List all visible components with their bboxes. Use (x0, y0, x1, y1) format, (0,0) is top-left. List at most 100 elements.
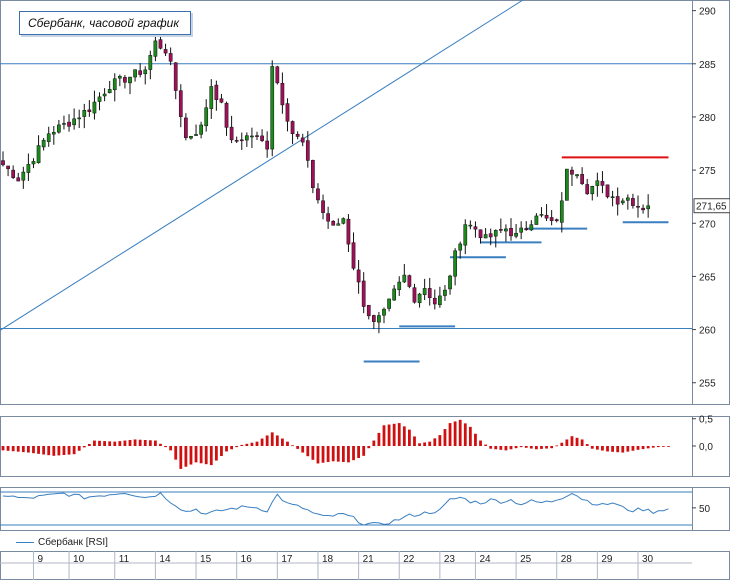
osc-bar (387, 424, 391, 446)
date-label: 10 (73, 554, 85, 565)
candle-body (275, 66, 280, 84)
osc-bar (504, 446, 508, 451)
osc-bar (382, 425, 386, 446)
osc-bar (535, 446, 538, 450)
candle-body (107, 89, 112, 94)
osc-bar (108, 441, 112, 446)
candle-body (62, 123, 66, 125)
candle-body (595, 180, 600, 186)
trend-line (0, 0, 524, 331)
candle-body (77, 117, 82, 120)
candle-body (21, 171, 26, 181)
osc-bar (159, 443, 162, 446)
osc-bar (291, 445, 294, 447)
candle-body (234, 140, 239, 142)
osc-bar (209, 446, 213, 466)
candle-body (458, 243, 463, 251)
candle-body (224, 102, 229, 128)
osc-bar (16, 446, 20, 452)
osc-bar (301, 446, 305, 453)
candle-body (270, 66, 275, 150)
osc-bar (555, 445, 559, 447)
osc-bar (306, 446, 310, 457)
osc-bar (580, 439, 584, 446)
osc-bar (545, 446, 548, 449)
osc-bar (443, 429, 447, 446)
candle-body (366, 304, 371, 317)
osc-bar (143, 440, 147, 446)
osc-bar (377, 432, 381, 446)
candle-body (214, 84, 219, 100)
osc-bar (6, 446, 10, 451)
candle-body (417, 293, 422, 304)
date-label: 15 (200, 554, 212, 565)
price-tick-label: 270 (699, 219, 716, 230)
price-tick-label: 285 (699, 60, 716, 71)
osc-bar (433, 438, 437, 446)
candle-body (46, 133, 51, 142)
candle-body (412, 287, 417, 303)
osc-bar (169, 446, 173, 451)
osc-bar (154, 440, 157, 446)
osc-bar (27, 446, 30, 453)
candle-body (483, 234, 488, 239)
chart-title-box: Сбербанк, часовой график (19, 11, 191, 35)
osc-bar (357, 446, 360, 458)
candle-body (1, 160, 5, 166)
osc-bar (631, 446, 635, 451)
candle-body (178, 90, 183, 117)
candle-body (199, 124, 203, 135)
candle-body (16, 177, 21, 182)
candle-body (173, 62, 178, 91)
osc-bar (235, 446, 239, 448)
candle-body (326, 213, 330, 222)
candle-body (397, 281, 402, 290)
osc-bar (67, 446, 71, 455)
date-label: 18 (322, 554, 334, 565)
price-tick-label: 260 (699, 326, 716, 337)
osc-bar (397, 423, 401, 446)
osc-bar (37, 446, 40, 454)
date-label: 14 (159, 554, 171, 565)
osc-bar (311, 446, 315, 460)
osc-bar (326, 446, 330, 462)
candle-body (377, 315, 381, 323)
osc-bar (220, 446, 223, 456)
osc-bar (331, 446, 335, 462)
osc-bar (316, 446, 320, 464)
osc-bar (656, 446, 660, 448)
osc-bar (367, 446, 371, 449)
candle-body (625, 197, 630, 201)
date-label: 9 (37, 554, 43, 565)
osc-bar (402, 426, 406, 446)
date-label: 17 (281, 554, 293, 565)
osc-bar (626, 446, 630, 452)
candle-body (341, 218, 346, 224)
candle-body (646, 205, 651, 210)
osc-bar (52, 446, 56, 456)
candle-body (72, 118, 76, 126)
candle-body (168, 53, 173, 62)
candle-body (321, 200, 325, 213)
osc-bar (123, 440, 127, 446)
osc-bar (453, 421, 457, 446)
osc-bar (540, 446, 543, 449)
candle-body (529, 224, 534, 231)
osc-bar (103, 441, 106, 446)
osc-bar (646, 446, 650, 449)
osc-bar (438, 435, 442, 446)
candle-body (605, 184, 610, 198)
osc-bar (408, 429, 411, 446)
rsi-tick-label: 50 (699, 504, 711, 515)
osc-bar (296, 446, 300, 449)
candle-body (382, 308, 386, 316)
osc-bar (616, 446, 620, 453)
osc-tick-label: 0,5 (699, 415, 713, 426)
date-label: 11 (119, 554, 130, 565)
candle-body (585, 184, 590, 195)
osc-bar (245, 443, 249, 446)
candle-body (336, 223, 341, 226)
osc-bar (611, 446, 614, 452)
candle-body (117, 76, 122, 79)
